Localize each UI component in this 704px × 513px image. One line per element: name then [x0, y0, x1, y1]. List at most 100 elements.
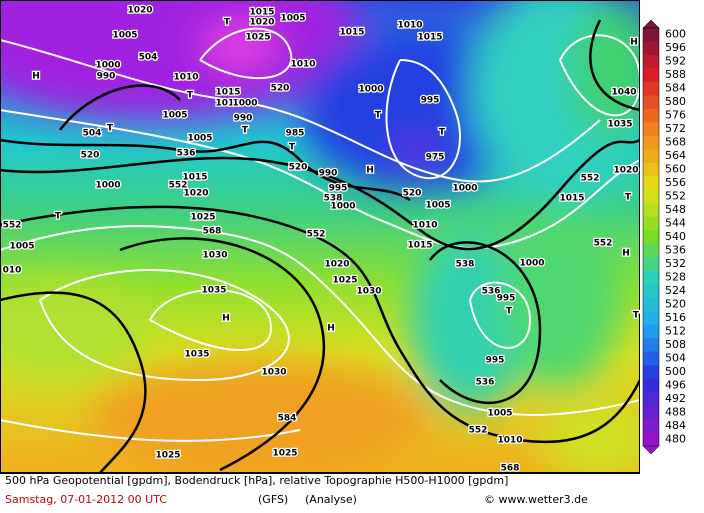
- colorbar-label: 508: [665, 338, 686, 351]
- map-label: 010: [3, 266, 22, 276]
- map-label: 1010: [412, 221, 437, 231]
- map-label: 520: [403, 189, 422, 199]
- map-label: 552: [307, 230, 326, 240]
- footer-model: (GFS): [258, 493, 288, 506]
- map-label: 1010: [290, 60, 315, 70]
- colorbar-swatch: [643, 324, 659, 339]
- map-area: [0, 0, 640, 473]
- colorbar-label: 568: [665, 136, 686, 149]
- map-label: 975: [426, 153, 445, 163]
- map-label: 990: [97, 72, 116, 82]
- map-label: H: [327, 324, 335, 334]
- map-frame: [0, 0, 640, 473]
- colorbar-swatch: [643, 243, 659, 258]
- map-label: H: [222, 314, 230, 324]
- map-label: 1035: [201, 286, 226, 296]
- colorbar-label: 588: [665, 68, 686, 81]
- map-label: T: [506, 307, 513, 317]
- colorbar-label: 536: [665, 243, 686, 256]
- map-label: 520: [81, 151, 100, 161]
- map-label: 536: [482, 287, 501, 297]
- colorbar-label: 576: [665, 109, 686, 122]
- colorbar-label: 528: [665, 270, 686, 283]
- map-label: 520: [271, 84, 290, 94]
- map-label: 1015: [339, 28, 364, 38]
- colorbar-swatch: [643, 297, 659, 312]
- map-label: T: [633, 311, 640, 321]
- map-label: 538: [456, 260, 475, 270]
- colorbar-swatch: [643, 338, 659, 353]
- colorbar-label: 548: [665, 203, 686, 216]
- colorbar-arrow-bottom: [642, 445, 660, 455]
- colorbar-swatch: [643, 257, 659, 272]
- map-label: 1000: [95, 61, 120, 71]
- colorbar-label: 584: [665, 82, 686, 95]
- map-label: T: [55, 212, 62, 222]
- map-label: 552: [594, 239, 613, 249]
- colorbar-swatch: [643, 311, 659, 326]
- map-label: 584: [278, 414, 297, 424]
- colorbar-label: 580: [665, 95, 686, 108]
- colorbar-label: 500: [665, 365, 686, 378]
- colorbar-label: 516: [665, 311, 686, 324]
- map-label: 552: [581, 174, 600, 184]
- colorbar-label: 564: [665, 149, 686, 162]
- colorbar-arrow-top: [642, 19, 660, 29]
- map-label: 1000: [519, 259, 544, 269]
- map-label: 1005: [112, 31, 137, 41]
- colorbar-label: 484: [665, 419, 686, 432]
- map-label: T: [439, 128, 446, 138]
- map-label: 995: [497, 294, 516, 304]
- colorbar-swatch: [643, 41, 659, 56]
- map-label: 536: [177, 149, 196, 159]
- colorbar-label: 544: [665, 217, 686, 230]
- map-label: 990: [234, 114, 253, 124]
- footer-credit: © www.wetter3.de: [484, 493, 588, 506]
- map-label: 1015: [417, 33, 442, 43]
- map-label: 1005: [280, 14, 305, 24]
- map-label: 504: [139, 53, 158, 63]
- map-label: T: [107, 124, 114, 134]
- map-label: 1015: [182, 173, 207, 183]
- map-label: 1025: [190, 213, 215, 223]
- map-label: H: [622, 249, 630, 259]
- map-label: 536: [476, 378, 495, 388]
- map-label: 552: [3, 221, 22, 231]
- colorbar-swatch: [643, 135, 659, 150]
- colorbar-swatch: [643, 405, 659, 420]
- colorbar-label: 552: [665, 190, 686, 203]
- map-label: 1025: [332, 276, 357, 286]
- map-label: 1000: [452, 184, 477, 194]
- map-label: 1030: [202, 251, 227, 261]
- colorbar-swatch: [643, 432, 659, 447]
- map-label: H: [630, 38, 638, 48]
- colorbar-swatch: [643, 108, 659, 123]
- map-label: 1000: [330, 202, 355, 212]
- map-label: 552: [169, 181, 188, 191]
- map-label: 1005: [487, 409, 512, 419]
- colorbar-swatch: [643, 189, 659, 204]
- colorbar-label: 560: [665, 163, 686, 176]
- map-label: T: [289, 143, 296, 153]
- colorbar-swatch: [643, 149, 659, 164]
- map-label: 985: [286, 129, 305, 139]
- colorbar-swatch: [643, 216, 659, 231]
- map-label: 1020: [324, 260, 349, 270]
- colorbar-swatch: [643, 28, 659, 42]
- map-label: T: [375, 111, 382, 121]
- colorbar-frame: [642, 27, 660, 447]
- map-label: 1015: [215, 88, 240, 98]
- map-label: 1005: [187, 134, 212, 144]
- map-label: 1025: [155, 451, 180, 461]
- colorbar-swatch: [643, 68, 659, 83]
- map-label: 568: [203, 227, 222, 237]
- map-label: 1015: [249, 8, 274, 18]
- map-label: 1005: [425, 201, 450, 211]
- colorbar-label: 524: [665, 284, 686, 297]
- colorbar-label: 520: [665, 297, 686, 310]
- map-label: 1020: [127, 6, 152, 16]
- colorbar-label: 480: [665, 432, 686, 445]
- map-label: 995: [486, 356, 505, 366]
- map-label: 1030: [261, 368, 286, 378]
- map-label: 1005: [162, 111, 187, 121]
